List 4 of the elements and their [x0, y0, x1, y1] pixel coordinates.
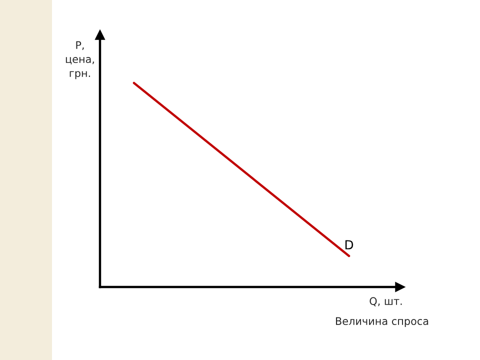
- text: Величина спроса: [336, 317, 428, 328]
- series-label: D: [345, 240, 354, 250]
- y-axis-title: P, цена, грн.: [66, 41, 94, 80]
- x-axis-title: Q, шт.: [370, 297, 402, 306]
